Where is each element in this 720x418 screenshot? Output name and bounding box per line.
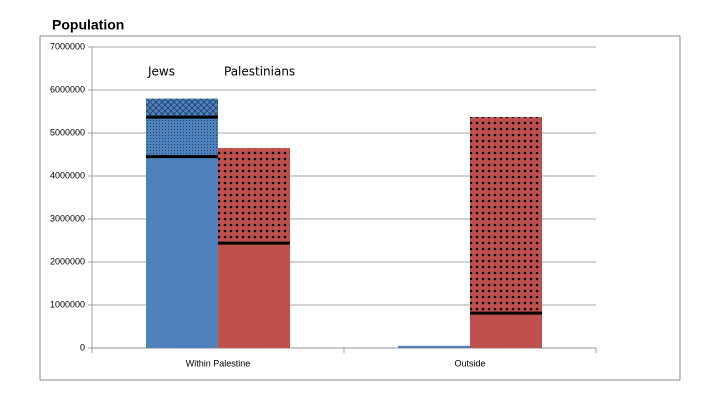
bar-segment bbox=[470, 313, 542, 348]
y-tick-label: 2000000 bbox=[50, 256, 85, 266]
x-tick-label: Within Palestine bbox=[186, 358, 251, 368]
chart-frame bbox=[39, 35, 681, 381]
y-tick-label: 1000000 bbox=[50, 299, 85, 309]
series-annotation: Palestinians bbox=[224, 65, 295, 79]
y-tick-label: 0 bbox=[80, 342, 85, 352]
y-tick-label: 3000000 bbox=[50, 213, 85, 223]
bar-segment bbox=[146, 117, 218, 157]
y-tick-label: 6000000 bbox=[50, 84, 85, 94]
chart-title: Population bbox=[52, 17, 124, 33]
bar-segment bbox=[146, 156, 218, 348]
y-tick-label: 7000000 bbox=[50, 41, 85, 51]
series-annotation: Jews bbox=[147, 65, 175, 79]
bar-segment bbox=[470, 117, 542, 314]
x-tick-label: Outside bbox=[454, 358, 485, 368]
bar-segment bbox=[398, 345, 470, 348]
bar-segment bbox=[218, 148, 290, 244]
bar-segment bbox=[218, 243, 290, 348]
y-tick-label: 4000000 bbox=[50, 170, 85, 180]
bar-segment bbox=[146, 98, 218, 118]
y-tick-label: 5000000 bbox=[50, 127, 85, 137]
